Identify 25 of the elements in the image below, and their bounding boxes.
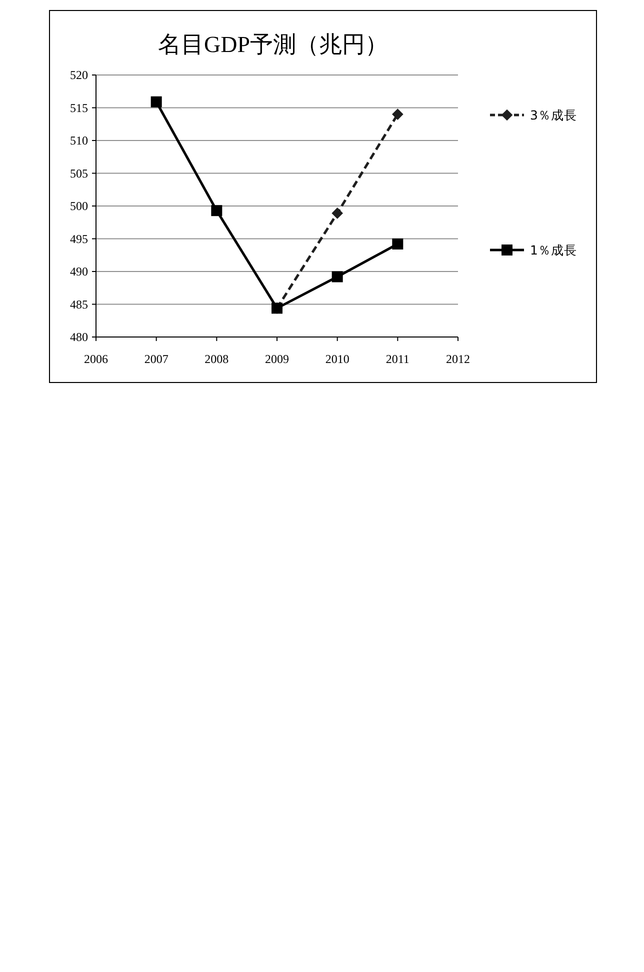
- y-tick-label: 520: [70, 68, 88, 82]
- y-tick-label: 485: [70, 297, 88, 312]
- y-tick-label: 515: [70, 100, 88, 115]
- x-tick-label: 2007: [144, 352, 168, 366]
- point: [392, 108, 404, 120]
- chart-title: 名目GDP予測（兆円）: [158, 32, 388, 57]
- y-tick-label: 510: [70, 134, 88, 148]
- point: [150, 96, 162, 108]
- y-tick-label: 500: [70, 199, 88, 213]
- y-tick-label: 480: [70, 330, 88, 344]
- y-tick-label: 490: [70, 264, 88, 278]
- legend-label: 3％成長: [530, 108, 577, 122]
- x-tick-label: 2009: [265, 352, 289, 366]
- legend-label: 1％成長: [530, 242, 577, 258]
- point: [332, 208, 343, 219]
- y-tick-label: 505: [70, 166, 88, 180]
- point: [332, 271, 343, 282]
- point: [392, 238, 404, 250]
- y-tick-label: 495: [70, 232, 88, 246]
- x-tick-label: 2011: [386, 352, 410, 366]
- x-tick-label: 2010: [325, 352, 350, 366]
- x-tick-label: 2006: [84, 352, 108, 366]
- x-tick-label: 2008: [204, 352, 229, 366]
- x-tick-label: 2012: [446, 352, 470, 366]
- point: [211, 205, 222, 216]
